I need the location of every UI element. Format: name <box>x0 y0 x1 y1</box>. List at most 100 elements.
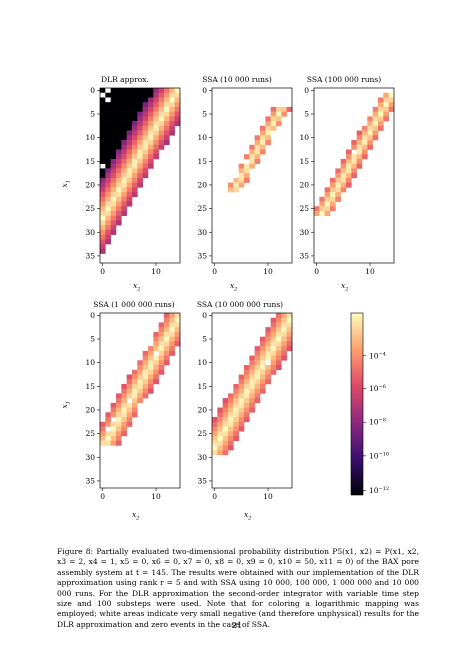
heatmap-cell <box>158 350 165 356</box>
figure-caption: Figure 8: Partially evaluated two-dimens… <box>57 547 419 629</box>
y-tick-label: 25 <box>197 204 207 213</box>
heatmap-cell <box>222 445 229 451</box>
heatmap-cell <box>132 144 138 150</box>
heatmap-cell <box>132 369 138 375</box>
heatmap-cell <box>276 341 282 347</box>
heatmap-cell <box>132 102 138 108</box>
heatmap-cell <box>100 135 106 141</box>
heatmap-cell <box>174 121 181 127</box>
heatmap-cell <box>158 369 165 375</box>
heatmap-cell <box>169 92 175 98</box>
x-tick-label: 0 <box>212 267 217 276</box>
heatmap-cell <box>137 130 143 136</box>
heatmap-cell <box>100 116 106 122</box>
heatmap-cell <box>105 106 111 112</box>
heatmap-cell <box>110 144 117 150</box>
heatmap-cell <box>116 163 122 169</box>
axes-frame <box>99 312 181 489</box>
heatmap-cell <box>116 398 122 404</box>
heatmap-cell <box>158 121 165 127</box>
heatmap-cell <box>324 201 331 207</box>
heatmap-cell <box>281 322 287 328</box>
y-axis-label: x1 <box>59 180 72 188</box>
heatmap-cell <box>121 88 127 94</box>
heatmap-cell <box>265 369 271 375</box>
heatmap-cell <box>164 322 170 328</box>
heatmap-cell <box>324 192 331 198</box>
x-tick-label: 0 <box>100 492 105 501</box>
heatmap-cell <box>116 201 122 207</box>
heatmap-cell <box>174 92 181 98</box>
heatmap-cell <box>286 341 293 347</box>
panel-title: DLR approx. <box>101 75 149 84</box>
heatmap-cell <box>388 97 395 103</box>
heatmap-cell <box>388 102 395 108</box>
heatmap-cell <box>383 102 389 108</box>
heatmap-cells <box>212 313 293 456</box>
heatmap-cell <box>356 158 363 164</box>
heatmap-cell <box>164 121 170 127</box>
heatmap-cell <box>110 421 117 427</box>
heatmap-cell <box>137 149 143 155</box>
heatmap-cell <box>121 210 127 217</box>
heatmap-cell <box>158 140 165 146</box>
heatmap-cell <box>148 106 154 112</box>
x-tick-label: 0 <box>314 267 319 276</box>
heatmap-cells <box>100 313 181 446</box>
heatmap-cell <box>121 102 127 108</box>
heatmap-cell <box>222 421 229 427</box>
heatmap-ssa-10000: 0 5 10 15 20 25 30 35 0 10 <box>197 86 293 276</box>
heatmap-cell <box>164 116 170 122</box>
heatmap-cell <box>132 130 138 136</box>
axes-frame <box>99 87 181 264</box>
heatmap-cell <box>116 431 122 437</box>
heatmap-cell <box>222 435 229 442</box>
heatmap-cell <box>286 317 293 323</box>
heatmap-cell <box>110 229 117 235</box>
heatmap-cell <box>126 106 133 112</box>
heatmap-cell <box>276 350 282 356</box>
heatmap-cell <box>169 121 175 127</box>
heatmap-cell <box>281 341 287 347</box>
heatmap-cell <box>217 440 223 446</box>
y-tick-label: 25 <box>85 429 95 438</box>
heatmap-cell <box>148 97 154 103</box>
heatmap-cell <box>169 111 175 117</box>
heatmap-cell <box>158 355 165 361</box>
heatmap-cell <box>169 116 175 122</box>
heatmap-cell <box>265 341 271 347</box>
heatmap-cell <box>137 398 143 404</box>
heatmap-cell <box>254 369 261 375</box>
heatmap-cell <box>169 313 175 319</box>
heatmap-cell <box>286 331 293 337</box>
heatmap-cell <box>335 196 341 202</box>
heatmap-cell <box>351 173 357 179</box>
colorbar-tick-label: 10−12 <box>369 486 389 495</box>
heatmap-cell <box>148 149 154 155</box>
heatmap-cell <box>100 244 106 250</box>
heatmap-cell <box>116 92 122 98</box>
heatmap-cell <box>116 102 122 108</box>
y-tick-label: 0 <box>90 86 95 95</box>
heatmap-cell <box>142 173 149 179</box>
heatmap-cell <box>100 154 106 160</box>
heatmap-cell <box>137 379 143 385</box>
heatmap-cell <box>238 374 245 380</box>
heatmap-cell <box>142 116 149 122</box>
heatmap-cell <box>217 417 223 423</box>
heatmap-cell <box>222 398 229 404</box>
heatmap-cell <box>388 92 395 98</box>
heatmap-cell <box>100 140 106 146</box>
heatmap-cell <box>362 140 368 146</box>
heatmap-cell <box>132 135 138 141</box>
heatmap-cell <box>286 346 293 352</box>
heatmap-cell <box>276 331 282 337</box>
heatmap-cell <box>233 388 239 394</box>
heatmap-cell <box>270 350 277 356</box>
heatmap-cell <box>356 154 363 160</box>
heatmap-cell <box>254 383 261 389</box>
heatmap-cell <box>110 168 117 174</box>
heatmap-cell <box>137 111 143 117</box>
heatmap-cell <box>254 154 261 160</box>
heatmap-cell <box>153 102 159 108</box>
